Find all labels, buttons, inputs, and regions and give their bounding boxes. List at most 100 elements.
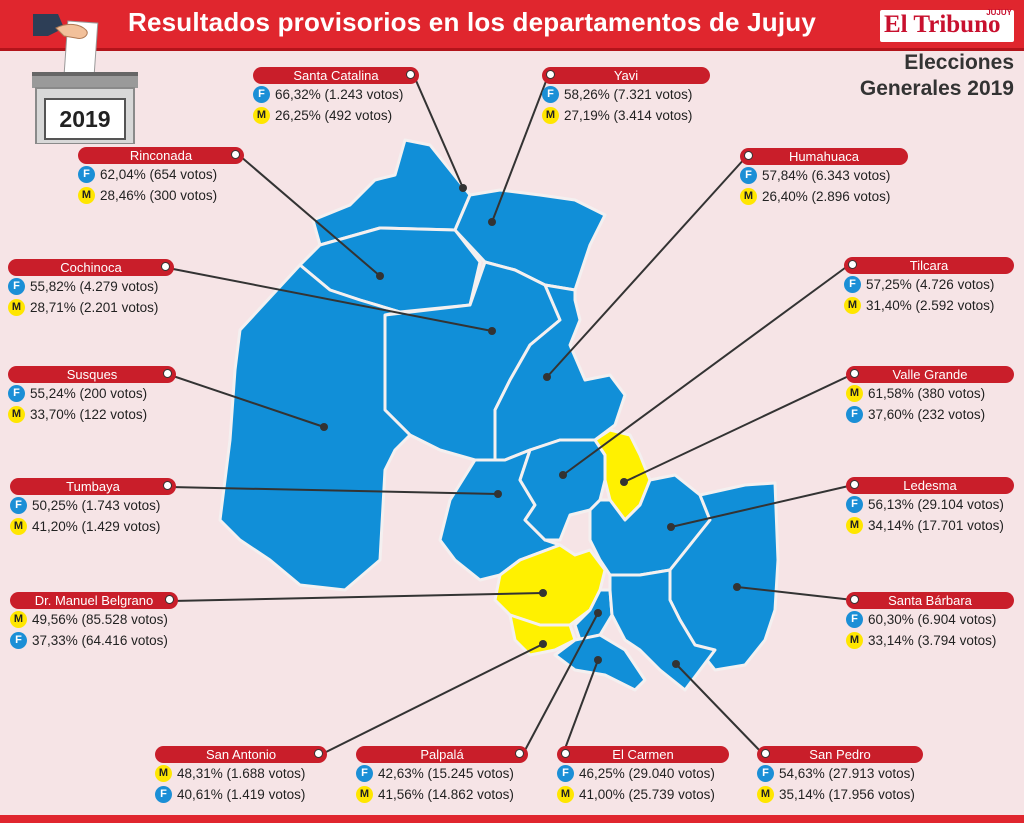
result-value: 57,25% (4.726 votos): [866, 277, 995, 292]
result-row: M 31,40% (2.592 votos): [844, 295, 1014, 316]
result-row: M 41,20% (1.429 votos): [10, 516, 176, 537]
result-value: 41,56% (14.862 votos): [378, 787, 514, 802]
party-f-icon: F: [757, 765, 774, 782]
party-m-icon: M: [8, 299, 25, 316]
dept-palpala: Palpalá F 42,63% (15.245 votos) M 41,56% (…: [356, 746, 528, 805]
result-row: M 28,71% (2.201 votos): [8, 297, 174, 318]
result-row: F 37,60% (232 votos): [846, 404, 1014, 425]
pin-dot: [314, 749, 323, 758]
result-value: 46,25% (29.040 votos): [579, 766, 715, 781]
party-m-icon: M: [757, 786, 774, 803]
pin-dot: [406, 70, 415, 79]
dept-tumbaya: Tumbaya F 50,25% (1.743 votos) M 41,20% (1…: [10, 478, 176, 537]
dept-name: Susques: [8, 366, 176, 383]
pin-dot: [848, 260, 857, 269]
result-row: M 48,31% (1.688 votos): [155, 763, 327, 784]
party-m-icon: M: [10, 518, 27, 535]
party-m-icon: M: [78, 187, 95, 204]
dept-cochinoca: Cochinoca F 55,82% (4.279 votos) M 28,71% …: [8, 259, 174, 318]
pin-dot: [515, 749, 524, 758]
party-f-icon: F: [846, 611, 863, 628]
result-row: F 57,25% (4.726 votos): [844, 274, 1014, 295]
party-f-icon: F: [10, 497, 27, 514]
party-m-icon: M: [844, 297, 861, 314]
result-value: 62,04% (654 votos): [100, 167, 218, 182]
election-line2: Generales 2019: [859, 77, 1014, 100]
result-value: 66,32% (1.243 votos): [275, 87, 404, 102]
party-m-icon: M: [253, 107, 270, 124]
result-value: 61,58% (380 votos): [868, 386, 986, 401]
result-row: M 41,56% (14.862 votos): [356, 784, 528, 805]
dept-name: Santa Bárbara: [846, 592, 1014, 609]
result-value: 54,63% (27.913 votos): [779, 766, 915, 781]
result-value: 41,20% (1.429 votos): [32, 519, 161, 534]
result-value: 26,25% (492 votos): [275, 108, 393, 123]
result-value: 60,30% (6.904 votos): [868, 612, 997, 627]
dept-name: Yavi: [542, 67, 710, 84]
result-value: 35,14% (17.956 votos): [779, 787, 915, 802]
dept-name: Dr. Manuel Belgrano: [10, 592, 178, 609]
pin-dot: [561, 749, 570, 758]
pin-dot: [850, 480, 859, 489]
pin-dot: [163, 369, 172, 378]
result-row: M 49,56% (85.528 votos): [10, 609, 178, 630]
dept-rinconada: Rinconada F 62,04% (654 votos) M 28,46% (3…: [78, 147, 244, 206]
result-value: 40,61% (1.419 votos): [177, 787, 306, 802]
dept-name: Cochinoca: [8, 259, 174, 276]
result-row: F 50,25% (1.743 votos): [10, 495, 176, 516]
dept-susques: Susques F 55,24% (200 votos) M 33,70% (122…: [8, 366, 176, 425]
result-row: F 54,63% (27.913 votos): [757, 763, 923, 784]
result-row: M 26,25% (492 votos): [253, 105, 419, 126]
result-value: 57,84% (6.343 votos): [762, 168, 891, 183]
party-f-icon: F: [844, 276, 861, 293]
pin-dot: [161, 262, 170, 271]
dept-name: San Pedro: [757, 746, 923, 763]
dept-name: Tumbaya: [10, 478, 176, 495]
region-santa-barbara: [668, 481, 780, 672]
dept-name: Humahuaca: [740, 148, 908, 165]
party-m-icon: M: [846, 385, 863, 402]
region-susques: [218, 263, 412, 592]
pin-dot: [850, 369, 859, 378]
party-f-icon: F: [10, 632, 27, 649]
dept-santa-catalina: Santa Catalina F 66,32% (1.243 votos) M 26…: [253, 67, 419, 126]
election-line1: Elecciones: [904, 51, 1014, 74]
party-m-icon: M: [8, 406, 25, 423]
election-label: Elecciones Generales 2019: [860, 50, 1014, 102]
pin-dot: [165, 595, 174, 604]
result-value: 55,24% (200 votos): [30, 386, 148, 401]
pin-dot: [761, 749, 770, 758]
party-m-icon: M: [155, 765, 172, 782]
dept-ledesma: Ledesma F 56,13% (29.104 votos) M 34,14% (…: [846, 477, 1014, 536]
dept-dr-manuel-belgrano: Dr. Manuel Belgrano M 49,56% (85.528 voto…: [10, 592, 178, 651]
result-row: F 58,26% (7.321 votos): [542, 84, 710, 105]
result-row: F 56,13% (29.104 votos): [846, 494, 1014, 515]
region-san-antonio: [508, 613, 577, 657]
result-row: F 66,32% (1.243 votos): [253, 84, 419, 105]
party-f-icon: F: [253, 86, 270, 103]
pin-dot: [744, 151, 753, 160]
region-tumbaya: [438, 448, 562, 582]
result-value: 56,13% (29.104 votos): [868, 497, 1004, 512]
result-row: M 28,46% (300 votos): [78, 185, 244, 206]
result-value: 37,60% (232 votos): [868, 407, 986, 422]
header-bar: Resultados provisorios en los departamen…: [0, 0, 1024, 51]
result-row: F 37,33% (64.416 votos): [10, 630, 178, 651]
result-row: F 57,84% (6.343 votos): [740, 165, 908, 186]
party-m-icon: M: [10, 611, 27, 628]
dept-san-pedro: San Pedro F 54,63% (27.913 votos) M 35,14%…: [757, 746, 923, 805]
result-value: 55,82% (4.279 votos): [30, 279, 159, 294]
result-value: 42,63% (15.245 votos): [378, 766, 514, 781]
result-row: F 42,63% (15.245 votos): [356, 763, 528, 784]
pin-dot: [231, 150, 240, 159]
result-row: F 55,82% (4.279 votos): [8, 276, 174, 297]
dept-yavi: Yavi F 58,26% (7.321 votos) M 27,19% (3.41…: [542, 67, 710, 126]
party-f-icon: F: [155, 786, 172, 803]
party-f-icon: F: [846, 406, 863, 423]
pin-dot: [546, 70, 555, 79]
dept-san-antonio: San Antonio M 48,31% (1.688 votos) F 40,61…: [155, 746, 327, 805]
result-value: 50,25% (1.743 votos): [32, 498, 161, 513]
result-row: M 33,14% (3.794 votos): [846, 630, 1014, 651]
result-row: F 60,30% (6.904 votos): [846, 609, 1014, 630]
